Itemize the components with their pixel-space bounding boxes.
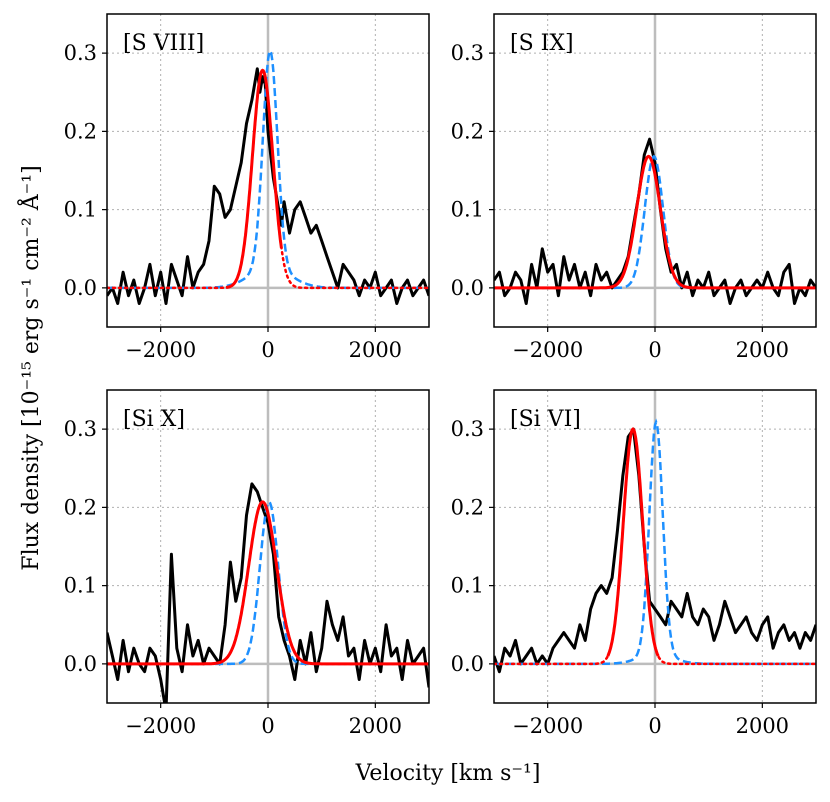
x-tick-label: −2000 <box>125 338 196 362</box>
plot-area <box>107 482 429 703</box>
panel-1: −2000 0 2000 0.0 0.1 0.2 0.3 [S VIII] <box>64 13 430 362</box>
y-tick-label: 0.2 <box>64 495 97 519</box>
y-axis-title: Flux density [10⁻¹⁵ erg s⁻¹ cm⁻² Å⁻¹] <box>16 165 44 570</box>
x-tick-label: −2000 <box>512 714 583 738</box>
y-tick-label: 0.0 <box>64 276 97 300</box>
x-tick-label: −2000 <box>512 338 583 362</box>
x-tick-label: 2000 <box>736 714 789 738</box>
y-tick-label: 0.1 <box>64 574 97 598</box>
panel-label: [S IX] <box>510 31 574 56</box>
y-tick-label: 0.2 <box>64 119 97 143</box>
y-tick-label: 0.2 <box>451 119 484 143</box>
y-tick-label: 0.3 <box>64 41 97 65</box>
x-tick-label: −2000 <box>125 714 196 738</box>
y-tick-label: 0.3 <box>451 417 484 441</box>
y-tick-label: 0.0 <box>451 276 484 300</box>
panel-label: [Si VI] <box>510 407 581 432</box>
outflow-fit-line <box>494 154 816 290</box>
observed-spectrum-line <box>107 482 429 703</box>
y-tick-label: 0.0 <box>451 652 484 676</box>
panel-3: −2000 0 2000 0.0 0.1 0.2 0.3 [Si X] <box>64 389 430 738</box>
y-tick-label: 0.1 <box>64 198 97 222</box>
x-tick-label: 0 <box>648 338 661 362</box>
outflow-fit-line <box>606 427 660 657</box>
y-tick-label: 0.1 <box>451 198 484 222</box>
x-axis-title: Velocity [km s⁻¹] <box>355 761 541 786</box>
y-tick-label: 0.0 <box>64 652 97 676</box>
x-tick-label: 2000 <box>349 714 402 738</box>
x-tick-label: 0 <box>261 714 274 738</box>
outflow-fit-line <box>107 500 429 666</box>
plot-area <box>494 418 816 674</box>
panel-label: [S VIII] <box>123 31 204 56</box>
x-tick-label: 2000 <box>349 338 402 362</box>
x-tick-label: 2000 <box>736 338 789 362</box>
panel-2: −2000 0 2000 0.0 0.1 0.2 0.3 [S IX] <box>451 13 817 362</box>
y-tick-label: 0.2 <box>451 495 484 519</box>
y-tick-label: 0.3 <box>451 41 484 65</box>
outflow-fit-line <box>225 68 283 289</box>
x-tick-label: 0 <box>261 338 274 362</box>
panel-4: −2000 0 2000 0.0 0.1 0.2 0.3 [Si VI] <box>451 389 817 738</box>
panel-label: [Si X] <box>123 407 185 432</box>
y-tick-label: 0.3 <box>64 417 97 441</box>
x-tick-label: 0 <box>648 714 661 738</box>
y-tick-label: 0.1 <box>451 574 484 598</box>
plot-area <box>107 47 429 305</box>
panel-group: −2000 0 2000 0.0 0.1 0.2 0.3 [S VIII] −2000 0 2000… <box>64 13 817 738</box>
plot-area <box>494 137 816 305</box>
